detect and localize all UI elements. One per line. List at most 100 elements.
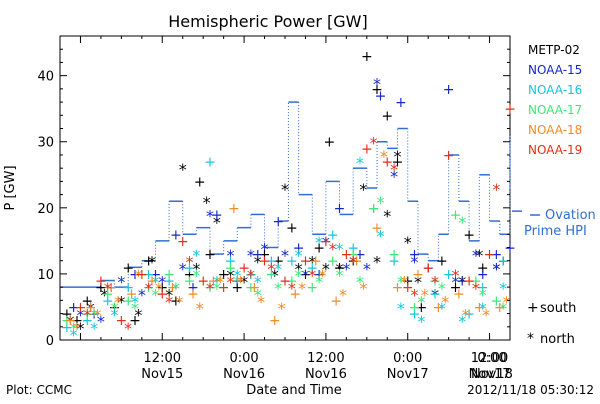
point-noaa-18-south: + xyxy=(412,267,424,283)
point-metp-02-north: * xyxy=(414,273,422,292)
point-noaa-15-south: + xyxy=(334,201,346,217)
point-noaa-16-north: * xyxy=(274,259,282,278)
point-noaa-17-north: * xyxy=(192,266,200,285)
point-noaa-19-south: + xyxy=(115,313,127,329)
point-metp-02-north: * xyxy=(240,273,248,292)
point-noaa-17-north: * xyxy=(295,266,303,285)
point-noaa-15-south: + xyxy=(409,247,421,263)
x-tick-date-label: Nov17 xyxy=(387,367,429,382)
point-noaa-15-north: * xyxy=(411,253,419,272)
point-metp-02-north: * xyxy=(192,259,200,278)
point-noaa-17-north: * xyxy=(438,279,446,298)
point-noaa-19-north: * xyxy=(247,266,255,285)
point-noaa-15-south: + xyxy=(252,247,264,263)
point-metp-02-south: + xyxy=(95,280,107,296)
point-noaa-15-north: * xyxy=(451,273,459,292)
point-metp-02-south: + xyxy=(109,300,121,316)
point-noaa-18-north: * xyxy=(73,319,81,338)
point-noaa-18-south: + xyxy=(228,201,240,217)
point-noaa-15-south: + xyxy=(68,300,80,316)
point-noaa-18-south: + xyxy=(146,274,158,290)
point-metp-02-south: + xyxy=(204,247,216,263)
x-tick-date-label: Nov18 xyxy=(471,367,513,382)
point-noaa-19-north: * xyxy=(308,266,316,285)
point-noaa-15-south: + xyxy=(150,267,162,283)
south-marker-key: + xyxy=(527,300,539,316)
point-noaa-15-south: + xyxy=(170,227,182,243)
point-noaa-17-south: + xyxy=(327,254,339,270)
point-noaa-17-north: * xyxy=(458,213,466,232)
point-metp-02-north: * xyxy=(373,253,381,272)
point-noaa-17-south: + xyxy=(225,260,237,276)
point-noaa-17-south: + xyxy=(388,247,400,263)
point-noaa-17-south: + xyxy=(81,307,93,323)
point-metp-02-north: * xyxy=(226,266,234,285)
point-noaa-18-south: + xyxy=(64,313,76,329)
north-key-label: north xyxy=(540,332,575,347)
point-noaa-17-south: + xyxy=(470,274,482,290)
point-noaa-17-south: + xyxy=(102,287,114,303)
point-noaa-15-south: + xyxy=(129,267,141,283)
point-noaa-18-south: + xyxy=(392,280,404,296)
point-metp-02-north: * xyxy=(295,259,303,278)
point-noaa-16-north: * xyxy=(295,246,303,265)
point-noaa-16-north: * xyxy=(233,266,241,285)
point-noaa-17-north: * xyxy=(499,299,507,318)
point-noaa-18-north: * xyxy=(298,279,306,298)
point-metp-02-south: + xyxy=(381,108,393,124)
x-tick-date-label: Nov17 xyxy=(469,367,511,382)
point-noaa-18-south: + xyxy=(351,254,363,270)
point-noaa-19-north: * xyxy=(104,279,112,298)
point-noaa-17-south: + xyxy=(306,280,318,296)
point-noaa-15-south: + xyxy=(272,214,284,230)
point-noaa-18-south: + xyxy=(167,280,179,296)
point-noaa-18-north: * xyxy=(216,273,224,292)
point-noaa-19-south: + xyxy=(156,287,168,303)
point-noaa-17-north: * xyxy=(254,286,262,305)
point-noaa-16-south: + xyxy=(497,254,509,270)
point-metp-02-north: * xyxy=(349,253,357,272)
point-metp-02-south: + xyxy=(450,280,462,296)
point-metp-02-north: * xyxy=(87,299,95,318)
point-noaa-18-north: * xyxy=(114,292,122,311)
y-axis-label: P [GW] xyxy=(3,165,18,210)
point-noaa-15-south: + xyxy=(313,267,325,283)
footer-right: 2012/11/18 05:30:12 xyxy=(467,383,594,397)
point-noaa-18-north: * xyxy=(155,279,163,298)
point-noaa-18-north: * xyxy=(421,286,429,305)
point-noaa-19-south: + xyxy=(300,254,312,270)
point-metp-02-south: + xyxy=(436,254,448,270)
point-noaa-17-south: + xyxy=(368,201,380,217)
point-metp-02-north: * xyxy=(492,259,500,278)
point-metp-02-south: + xyxy=(313,240,325,256)
point-metp-02-north: * xyxy=(359,180,367,199)
point-noaa-19-south: + xyxy=(279,274,291,290)
south-key-label: south xyxy=(540,301,576,316)
x-tick-time-label: 12:00 xyxy=(307,351,344,366)
point-noaa-19-north: * xyxy=(492,180,500,199)
hpi-layer xyxy=(60,101,540,288)
point-noaa-19-south: + xyxy=(484,247,496,263)
point-noaa-19-north: * xyxy=(124,319,132,338)
point-noaa-18-north: * xyxy=(94,306,102,325)
point-noaa-17-north: * xyxy=(151,286,159,305)
point-noaa-15-south: + xyxy=(105,280,117,296)
point-noaa-15-north: * xyxy=(342,259,350,278)
point-noaa-15-south: + xyxy=(490,247,502,263)
point-metp-02-south: + xyxy=(272,254,284,270)
point-noaa-17-south: + xyxy=(204,280,216,296)
point-noaa-15-north: * xyxy=(363,259,371,278)
point-metp-02-south: + xyxy=(194,174,206,190)
x-tick-time-label: 12:00 xyxy=(144,351,181,366)
point-metp-02-north: * xyxy=(394,147,402,166)
point-noaa-17-north: * xyxy=(131,299,139,318)
legend-entry: METP-02 xyxy=(528,43,580,57)
point-noaa-18-south: + xyxy=(187,287,199,303)
point-metp-02-south: + xyxy=(231,280,243,296)
point-metp-02-south: + xyxy=(463,227,475,243)
point-metp-02-north: * xyxy=(203,193,211,212)
point-noaa-15-north: * xyxy=(76,306,84,325)
point-metp-02-south: + xyxy=(245,267,257,283)
point-noaa-19-south: + xyxy=(443,148,455,164)
